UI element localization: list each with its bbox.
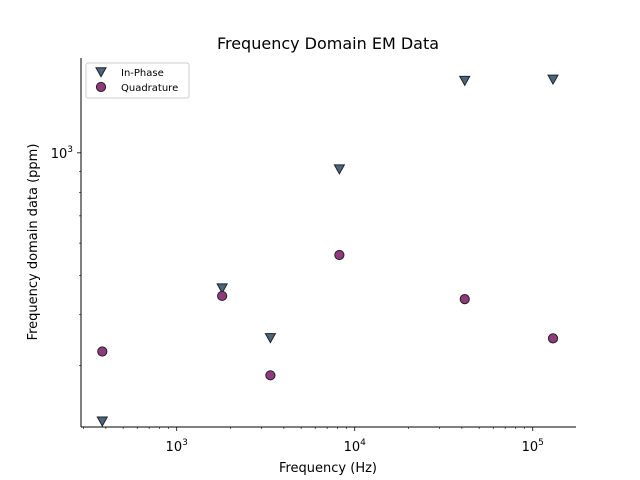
legend-frame [85,62,190,99]
y-axis-label: Frequency domain data (ppm) [26,144,41,341]
x-minor-ticks [83,427,525,429]
chart-title: Frequency Domain EM Data [217,34,439,53]
quadrature-point [217,290,228,302]
x-tick-label: 104 [344,438,367,455]
legend-label: In-Phase [121,68,164,79]
y-minor-ticks [79,171,81,366]
legend: In-Phase Quadrature [85,62,190,99]
legend-quadrature-marker [95,81,107,93]
x-axis-label: Frequency (Hz) [279,461,377,476]
x-tick-label: 103 [166,438,188,455]
quadrature-point [547,333,559,344]
in-phase-point [458,75,471,87]
in-phase-point [264,333,277,344]
y-major-ticks: 103 [51,145,81,162]
legend-label: Quadrature [121,83,178,94]
data-points [96,74,559,428]
x-tick-label: 105 [522,438,544,455]
legend-in-phase-marker [95,67,107,78]
quadrature-point [265,370,276,381]
axes [80,58,576,428]
quadrature-point [334,249,345,261]
y-tick-label: 103 [51,145,73,162]
in-phase-point [547,74,559,86]
x-major-ticks: 103 104 105 [166,427,544,455]
in-phase-point [333,164,346,175]
in-phase-point [96,416,109,428]
quadrature-point [459,294,470,305]
quadrature-point [97,346,108,357]
in-phase-point [216,283,228,294]
